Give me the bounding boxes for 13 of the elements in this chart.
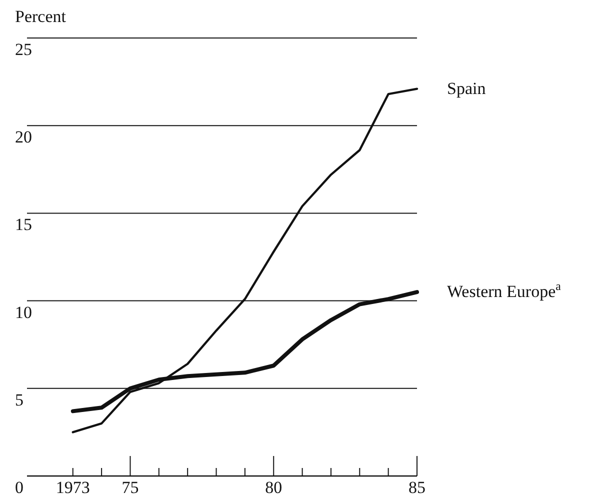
y-tick-label: 5 xyxy=(15,390,24,410)
y-tick-label: 0 xyxy=(15,478,24,497)
x-tick-label: 1973 xyxy=(56,478,90,497)
y-tick-label: 15 xyxy=(15,215,32,234)
x-tick-label: 75 xyxy=(122,478,139,497)
series-label: Spain xyxy=(447,78,486,98)
x-tick-label: 80 xyxy=(265,478,282,497)
series-label: Western Europe$^{a}$ xyxy=(447,279,562,302)
x-tick-label: 85 xyxy=(408,478,426,497)
y-axis-title: Percent xyxy=(15,7,66,26)
y-tick-label: 20 xyxy=(15,128,32,147)
y-tick-label: 10 xyxy=(15,302,32,322)
y-tick-label: 25 xyxy=(15,40,32,59)
